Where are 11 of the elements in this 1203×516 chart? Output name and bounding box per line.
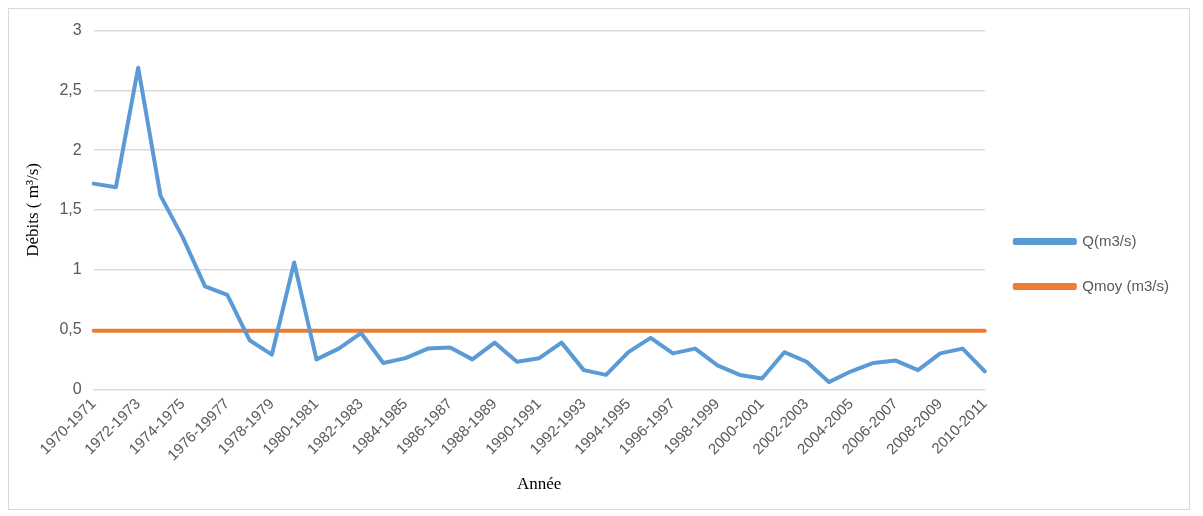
legend-label: Qmoy (m3/s): [1082, 276, 1169, 294]
y-tick-label: 2,5: [59, 80, 82, 98]
y-tick-label: 0: [72, 379, 82, 397]
y-axis-title: Débits ( m³/s): [22, 162, 42, 257]
x-axis-title: Année: [517, 474, 562, 494]
y-tick-label: 2: [72, 140, 82, 158]
y-tick-label: 3: [72, 21, 82, 39]
y-tick-label: 0,5: [59, 319, 82, 337]
y-tick-label: 1,5: [59, 200, 82, 218]
legend-label: Q(m3/s): [1082, 231, 1137, 249]
y-tick-label: 1: [72, 260, 82, 278]
